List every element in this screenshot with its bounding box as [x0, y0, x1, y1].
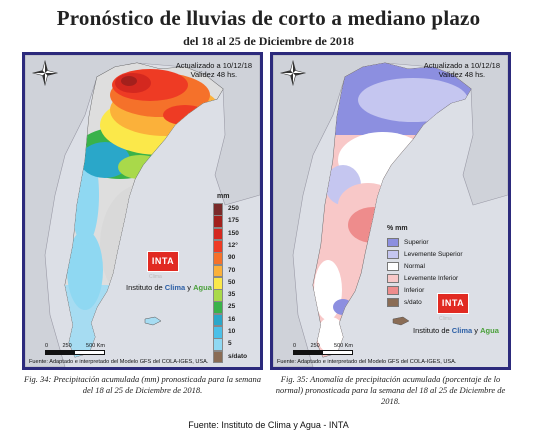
legend-swatch [387, 250, 399, 259]
figure-35-caption: Fig. 35: Anomalía de precipitación acumu… [275, 374, 506, 406]
clima-watermark: Clima [149, 274, 162, 280]
legend-label: Levemente Superior [404, 251, 463, 258]
colorbar-label: 70 [228, 266, 236, 274]
page-title: Pronóstico de lluvias de corto a mediano… [56, 6, 481, 30]
page-subtitle: del 18 al 25 de Diciembre de 2018 [183, 34, 354, 48]
colorbar-label: 12° [228, 241, 238, 249]
scale-bar: 0 250 500 Km [293, 343, 353, 355]
updated-date: Actualizado a 10/12/18 [423, 61, 500, 70]
map-source: Fuente: Adaptado e interpretado del Mode… [277, 359, 457, 365]
legend-swatch [387, 286, 399, 295]
colorbar-label: 35 [228, 291, 236, 299]
institute-name: Instituto de Clima y Agua [413, 326, 499, 335]
legend-title: % mm [387, 225, 408, 232]
colorbar-label: 50 [228, 278, 236, 286]
colorbar-swatch [213, 264, 223, 278]
compass-rose [31, 59, 59, 87]
updated-date: Actualizado a 10/12/18 [175, 61, 252, 70]
colorbar-swatch [213, 239, 223, 253]
colorbar-swatch [213, 227, 223, 241]
validity: Validez 48 hs. [190, 70, 238, 79]
colorbar-swatch [213, 276, 223, 290]
colorbar-swatch [213, 252, 223, 265]
legend-swatch [387, 274, 399, 283]
legend-label: Normal [404, 263, 425, 270]
colorbar-swatch [213, 313, 223, 327]
update-info: Actualizado a 10/12/18 Validez 48 hs. [176, 61, 252, 79]
malvinas-islands [144, 316, 162, 326]
legend-swatch [387, 262, 399, 271]
legend-label: Inferior [404, 287, 425, 294]
colorbar-label: 90 [228, 254, 236, 262]
institute-name: Instituto de Clima y Agua [126, 283, 212, 292]
colorbar-label: 250 [228, 205, 239, 212]
validity: Validez 48 hs. [438, 70, 486, 79]
malvinas-islands [392, 316, 410, 326]
compass-rose [279, 59, 307, 87]
legend-label: s/dato [404, 299, 422, 306]
legend-swatch [387, 298, 399, 307]
colorbar-label: 16 [228, 315, 236, 323]
inta-logo: INTA [437, 293, 469, 314]
colorbar-label: 25 [228, 303, 236, 311]
colorbar-unit: mm [217, 193, 230, 200]
precipitation-map [25, 55, 260, 367]
map-source: Fuente: Adaptado e interpretado del Mode… [29, 359, 209, 365]
scale-bar: 0 250 500 Km [45, 343, 105, 355]
legend-label: Levemente Inferior [404, 275, 459, 282]
colorbar-swatch [213, 301, 223, 315]
colorbar-swatch [213, 203, 223, 216]
colorbar-swatch [213, 350, 223, 364]
legend-swatch [387, 238, 399, 247]
inta-logo: INTA [147, 251, 179, 272]
colorbar-label: 10 [228, 328, 236, 335]
clima-watermark: Clima [439, 316, 452, 322]
update-info: Actualizado a 10/12/18 Validez 48 hs. [424, 61, 500, 79]
colorbar-label: 175 [228, 217, 239, 225]
anomaly-map-panel: Actualizado a 10/12/18 Validez 48 hs. % … [270, 52, 511, 370]
precipitation-map-panel: Actualizado a 10/12/18 Validez 48 hs. mm… [22, 52, 263, 370]
figure-34-caption: Fig. 34: Precipitación acumulada (mm) pr… [23, 374, 262, 395]
colorbar-label: 5 [228, 340, 232, 348]
anomaly-map [273, 55, 508, 367]
colorbar-label: s/dato [228, 352, 248, 360]
page-footer: Fuente: Instituto de Clima y Agua - INTA [188, 420, 349, 430]
colorbar-swatch [213, 215, 223, 229]
colorbar-swatch [213, 338, 223, 352]
legend-label: Superior [404, 239, 429, 246]
colorbar-swatch [213, 289, 223, 302]
colorbar-swatch [213, 326, 223, 339]
colorbar-label: 150 [228, 229, 239, 237]
